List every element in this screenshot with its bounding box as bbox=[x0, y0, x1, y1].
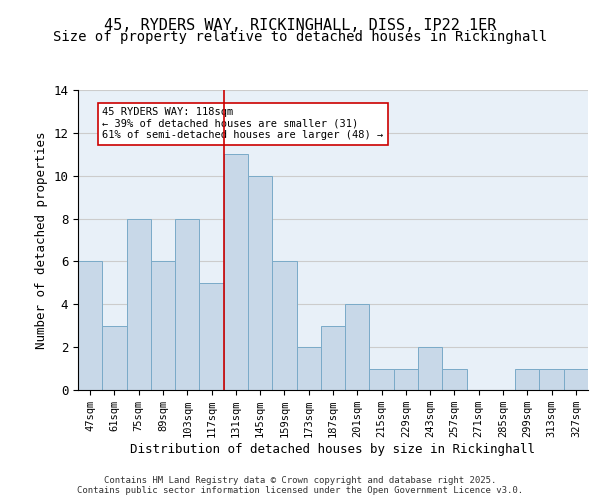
Bar bbox=[78, 262, 102, 390]
Bar bbox=[175, 218, 199, 390]
Bar bbox=[394, 368, 418, 390]
Bar bbox=[321, 326, 345, 390]
Text: Size of property relative to detached houses in Rickinghall: Size of property relative to detached ho… bbox=[53, 30, 547, 44]
Bar bbox=[418, 347, 442, 390]
Bar bbox=[296, 347, 321, 390]
X-axis label: Distribution of detached houses by size in Rickinghall: Distribution of detached houses by size … bbox=[131, 443, 536, 456]
Bar bbox=[199, 283, 224, 390]
Bar bbox=[102, 326, 127, 390]
Text: Contains HM Land Registry data © Crown copyright and database right 2025.
Contai: Contains HM Land Registry data © Crown c… bbox=[77, 476, 523, 495]
Bar bbox=[345, 304, 370, 390]
Bar bbox=[224, 154, 248, 390]
Bar bbox=[151, 262, 175, 390]
Bar bbox=[564, 368, 588, 390]
Text: 45 RYDERS WAY: 118sqm
← 39% of detached houses are smaller (31)
61% of semi-deta: 45 RYDERS WAY: 118sqm ← 39% of detached … bbox=[102, 107, 383, 140]
Bar bbox=[127, 218, 151, 390]
Y-axis label: Number of detached properties: Number of detached properties bbox=[35, 131, 48, 349]
Bar bbox=[272, 262, 296, 390]
Bar bbox=[248, 176, 272, 390]
Bar bbox=[515, 368, 539, 390]
Bar bbox=[539, 368, 564, 390]
Text: 45, RYDERS WAY, RICKINGHALL, DISS, IP22 1ER: 45, RYDERS WAY, RICKINGHALL, DISS, IP22 … bbox=[104, 18, 496, 32]
Bar bbox=[442, 368, 467, 390]
Bar bbox=[370, 368, 394, 390]
